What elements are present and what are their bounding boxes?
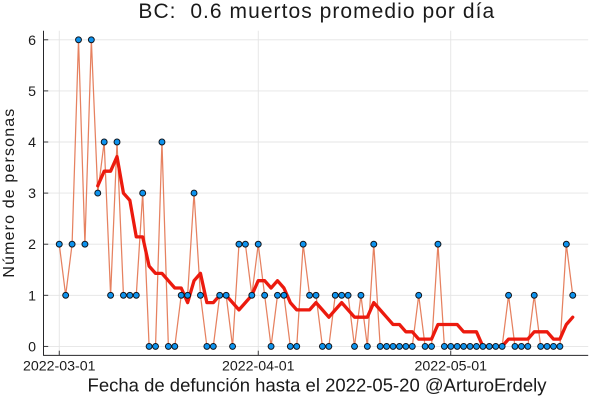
svg-text:BC: 0.6 muertos promedio por: BC: 0.6 muertos promedio por día <box>138 0 495 23</box>
svg-text:5: 5 <box>28 84 36 100</box>
svg-text:0: 0 <box>28 339 36 355</box>
svg-text:2: 2 <box>28 237 36 253</box>
svg-text:2022-05-01: 2022-05-01 <box>414 359 487 375</box>
svg-text:4: 4 <box>28 135 36 151</box>
svg-text:Número de personas: Número de personas <box>1 108 18 278</box>
svg-text:1: 1 <box>28 288 36 304</box>
svg-text:2022-03-01: 2022-03-01 <box>23 359 96 375</box>
svg-text:Fecha de defunción hasta el 20: Fecha de defunción hasta el 2022-05-20 @… <box>88 375 548 396</box>
svg-text:3: 3 <box>28 186 36 202</box>
svg-text:6: 6 <box>28 33 36 49</box>
svg-text:2022-04-01: 2022-04-01 <box>222 359 295 375</box>
